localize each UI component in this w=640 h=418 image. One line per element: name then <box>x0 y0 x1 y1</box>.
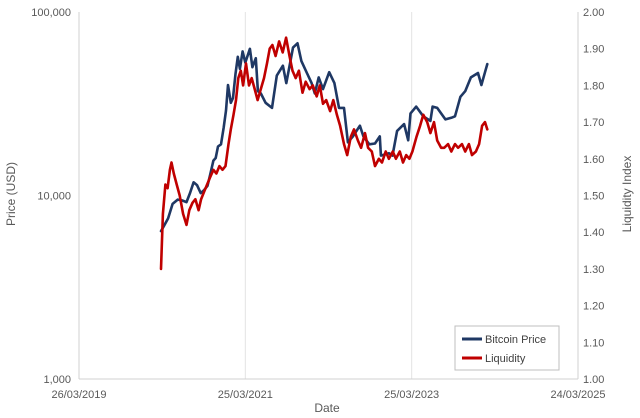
x-tick-label: 25/03/2021 <box>218 389 273 401</box>
y-right-tick-label: 1.20 <box>583 301 604 313</box>
x-tick-label: 24/03/2025 <box>550 389 605 401</box>
y-right-tick-label: 1.80 <box>583 80 604 92</box>
y-right-tick-label: 1.00 <box>583 374 604 386</box>
y-right-tick-label: 1.30 <box>583 264 604 276</box>
y-left-tick-label: 100,000 <box>31 7 71 19</box>
y-axis-right-title: Liquidity Index <box>620 156 634 233</box>
legend-label-liquidity: Liquidity <box>485 353 526 365</box>
series-line-liquidity <box>159 36 489 271</box>
y-axis-left-title: Price (USD) <box>4 162 18 226</box>
series-line-bitcoin-price <box>159 41 489 233</box>
legend: Bitcoin Price Liquidity <box>454 325 560 371</box>
gridlines <box>244 12 413 379</box>
x-tick-label: 25/03/2023 <box>384 389 439 401</box>
series-lines <box>159 36 489 271</box>
tick-labels: 26/03/2019 25/03/2021 25/03/2023 24/03/2025… <box>31 7 605 401</box>
y-right-tick-label: 1.70 <box>583 117 604 129</box>
y-left-tick-label: 1,000 <box>43 374 71 386</box>
legend-label-bitcoin-price: Bitcoin Price <box>485 334 546 346</box>
x-tick-label: 26/03/2019 <box>51 389 106 401</box>
legend-box <box>454 325 560 371</box>
y-left-tick-label: 10,000 <box>37 191 71 203</box>
y-right-tick-label: 1.90 <box>583 44 604 56</box>
x-axis-title: Date <box>314 401 340 415</box>
y-right-tick-label: 1.10 <box>583 337 604 349</box>
axes <box>78 12 579 380</box>
y-right-tick-label: 1.40 <box>583 227 604 239</box>
y-right-tick-label: 2.00 <box>583 7 604 19</box>
y-right-tick-label: 1.60 <box>583 154 604 166</box>
y-right-tick-label: 1.50 <box>583 191 604 203</box>
